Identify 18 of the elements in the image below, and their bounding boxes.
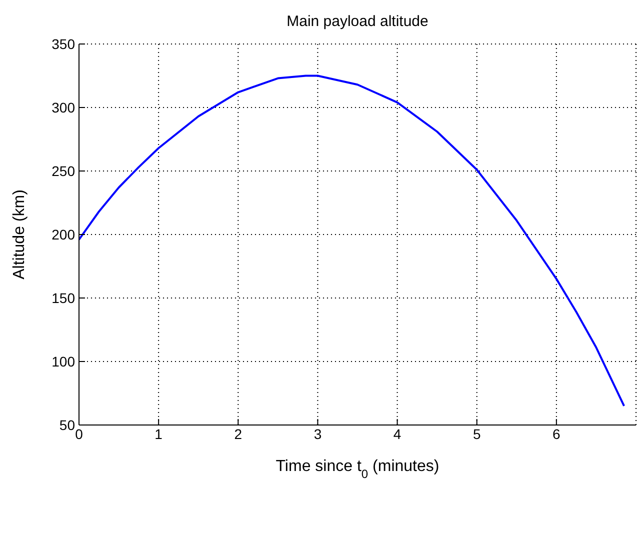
x-tick-label: 1 <box>154 426 163 442</box>
x-tick-label: 4 <box>393 426 402 442</box>
chart-title: Main payload altitude <box>286 13 428 30</box>
y-tick-label: 300 <box>52 99 76 116</box>
x-tick-label: 2 <box>234 426 242 442</box>
y-tick-label: 200 <box>52 226 76 242</box>
y-tick-label: 50 <box>59 416 76 433</box>
y-tick-label: 100 <box>52 353 76 370</box>
x-tick-label: 3 <box>314 426 322 442</box>
x-tick-label: 6 <box>552 426 561 442</box>
y-tick-label: 250 <box>52 162 76 179</box>
x-tick-label: 5 <box>472 426 481 442</box>
line-series <box>79 74 626 407</box>
x-tick-label: 0 <box>75 426 84 442</box>
x-axis-title: Time since t$_{0}$ (minutes) <box>276 458 440 481</box>
y-tick-label: 150 <box>52 290 76 306</box>
y-axis-title: Altitude (km) <box>11 190 28 280</box>
y-tick-label: 350 <box>52 36 76 52</box>
